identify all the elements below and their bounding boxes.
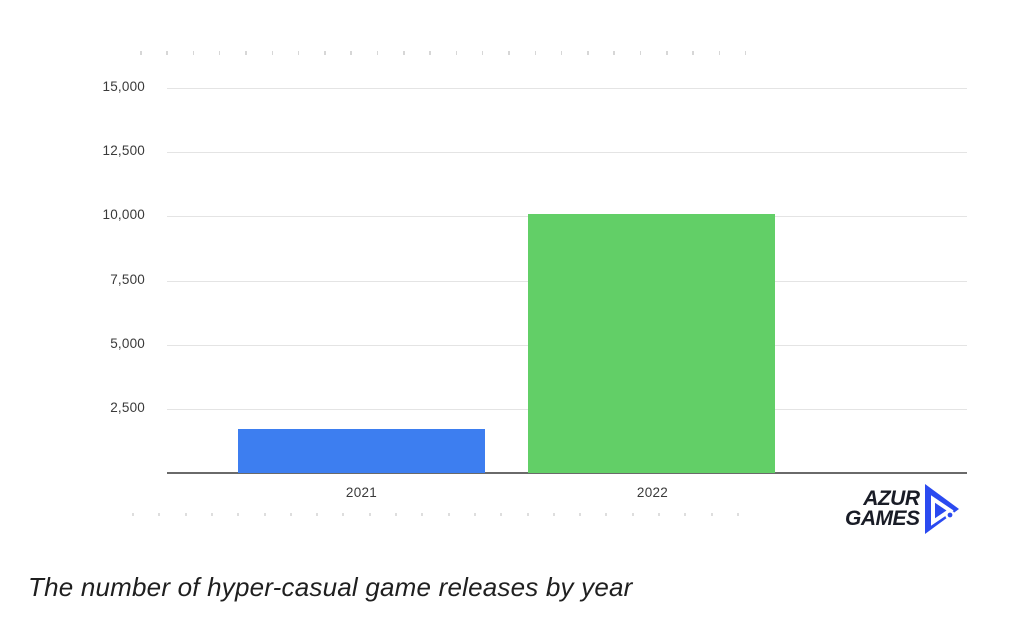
tick-mark	[473, 513, 476, 516]
tick-mark	[692, 51, 694, 55]
tick-mark	[718, 51, 721, 55]
tick-mark	[271, 51, 273, 55]
tick-mark	[534, 51, 536, 55]
play-triangle-icon	[924, 484, 959, 534]
tick-mark	[350, 51, 352, 55]
top-tick-marks	[140, 51, 780, 56]
tick-mark	[132, 513, 134, 516]
tick-mark	[639, 51, 642, 55]
tick-mark	[560, 51, 563, 55]
y-axis-tick-label: 12,500	[102, 143, 145, 159]
plot-area	[167, 88, 967, 474]
tick-mark	[368, 513, 371, 516]
tick-mark	[297, 51, 300, 55]
tick-mark	[631, 513, 634, 516]
tick-mark	[316, 513, 319, 516]
tick-mark	[210, 513, 213, 516]
tick-mark	[552, 513, 555, 516]
y-axis-tick-label: 5,000	[110, 335, 145, 351]
tick-mark	[237, 513, 240, 516]
azur-games-logo: AZUR GAMES	[845, 484, 959, 534]
tick-mark	[526, 513, 529, 516]
tick-mark	[684, 513, 687, 516]
tick-mark	[613, 51, 615, 55]
tick-mark	[421, 513, 424, 516]
y-axis-tick-label: 15,000	[102, 79, 145, 94]
tick-mark	[376, 51, 379, 55]
tick-mark	[140, 51, 142, 55]
bottom-tick-marks	[132, 513, 772, 518]
y-axis-tick-label: 10,000	[102, 207, 145, 223]
tick-mark	[245, 51, 247, 55]
tick-mark	[710, 513, 713, 516]
chart-caption: The number of hyper-casual game releases…	[28, 572, 633, 602]
tick-mark	[666, 51, 668, 55]
logo-line1: AZUR	[863, 487, 920, 511]
tick-mark	[579, 513, 582, 516]
tick-mark	[166, 51, 168, 55]
x-axis-line	[167, 472, 967, 474]
gridline	[167, 88, 967, 89]
gridline	[167, 152, 967, 154]
tick-mark	[218, 51, 221, 55]
tick-mark	[447, 513, 450, 516]
tick-mark	[263, 513, 266, 516]
logo-wordmark: AZUR GAMES	[845, 487, 920, 530]
tick-mark	[658, 513, 660, 516]
tick-mark	[605, 513, 608, 516]
tick-mark	[481, 51, 484, 55]
y-axis-tick-label: 2,500	[110, 399, 145, 415]
tick-mark	[587, 51, 589, 55]
tick-mark	[184, 513, 187, 516]
tick-mark	[508, 51, 510, 55]
tick-mark	[403, 51, 405, 55]
bar-2022	[528, 214, 775, 473]
logo-line2: GAMES	[845, 507, 920, 530]
bar-2021	[238, 429, 485, 473]
tick-mark	[342, 513, 345, 516]
x-axis-label: 2021	[345, 485, 378, 500]
tick-mark	[429, 51, 431, 55]
tick-mark	[158, 513, 161, 516]
y-axis-tick-label: 7,500	[110, 271, 145, 287]
x-axis-label: 2022	[636, 485, 669, 500]
tick-mark	[192, 51, 195, 55]
tick-mark	[500, 513, 503, 516]
tick-mark	[395, 513, 397, 516]
tick-mark	[324, 51, 326, 55]
tick-mark	[455, 51, 458, 55]
tick-mark	[289, 513, 292, 516]
tick-mark	[736, 513, 739, 516]
tick-mark	[744, 51, 747, 55]
